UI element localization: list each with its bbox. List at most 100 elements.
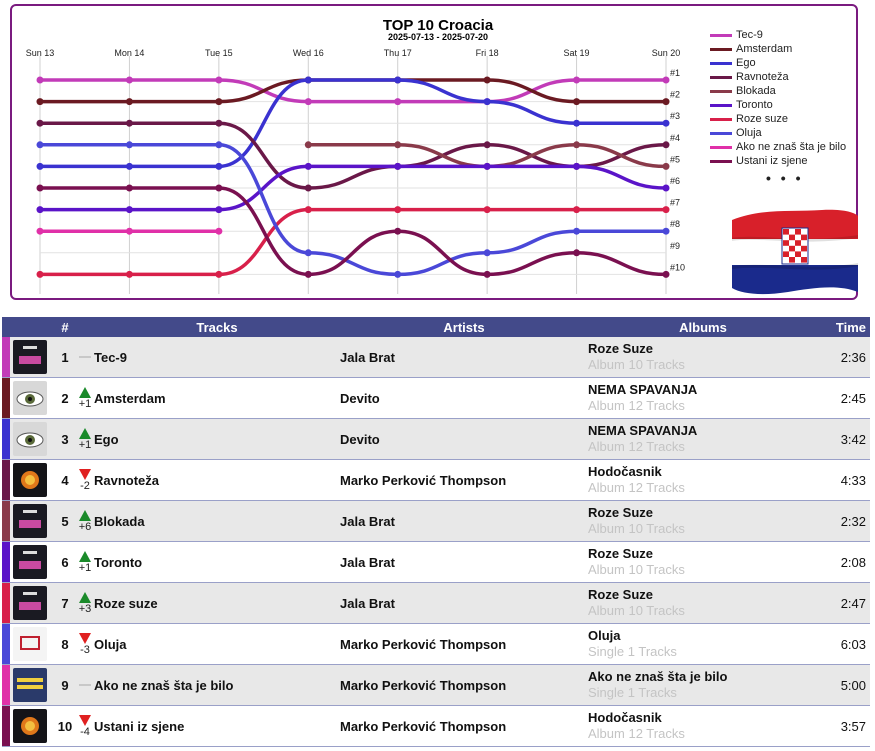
- legend: Tec-9 Amsterdam Ego Ravnoteža Blokada Toronto…: [710, 28, 846, 186]
- album-name[interactable]: Hodočasnik: [588, 464, 662, 479]
- album-name[interactable]: Ako ne znaš šta je bilo: [588, 669, 728, 684]
- legend-swatch: [710, 145, 732, 149]
- artist-name[interactable]: Devito: [340, 418, 588, 460]
- track-name[interactable]: Ego: [94, 418, 340, 460]
- album-cover[interactable]: [13, 668, 47, 702]
- table-row[interactable]: 2 +1 Amsterdam Devito NEMA SPAVANJA Album 12 …: [2, 377, 870, 419]
- rank-change: [76, 664, 94, 706]
- legend-label: Ako ne znaš šta je bilo: [736, 141, 847, 153]
- track-name[interactable]: Blokada: [94, 500, 340, 542]
- legend-more: • • •: [766, 170, 804, 186]
- header-rank: #: [54, 317, 76, 337]
- album-cover[interactable]: [13, 504, 47, 538]
- track-name[interactable]: Amsterdam: [94, 377, 340, 419]
- series-line: [38, 78, 668, 104]
- rank-number: 1: [54, 337, 76, 378]
- album-name[interactable]: NEMA SPAVANJA: [588, 423, 698, 438]
- x-tick-label: Fri 18: [476, 48, 499, 58]
- rank-change: +1: [76, 377, 94, 419]
- legend-swatch: [710, 89, 732, 93]
- rank-label: #1: [670, 68, 680, 78]
- table-row[interactable]: 8 -3 Oluja Marko Perković Thompson Oluja Sing…: [2, 623, 870, 665]
- table-row[interactable]: 10 -4 Ustani iz sjene Marko Perković Thomps…: [2, 705, 870, 747]
- album-cover[interactable]: [13, 463, 47, 497]
- rank-change-value: +6: [78, 520, 92, 533]
- artist-name[interactable]: Marko Perković Thompson: [340, 623, 588, 665]
- album-cover[interactable]: [13, 340, 47, 374]
- data-point: [662, 76, 670, 84]
- data-point: [483, 76, 491, 84]
- album-cell: Hodočasnik Album 12 Tracks: [588, 459, 818, 501]
- data-point: [36, 76, 44, 84]
- arrow-up-icon: [79, 591, 91, 603]
- table-row[interactable]: 4 -2 Ravnoteža Marko Perković Thompson Hodoč…: [2, 459, 870, 501]
- rank-label: #10: [670, 262, 685, 272]
- artist-name[interactable]: Marko Perković Thompson: [340, 664, 588, 706]
- legend-label: Blokada: [736, 85, 776, 97]
- album-type: Single 1 Tracks: [588, 644, 677, 659]
- album-name[interactable]: Roze Suze: [588, 587, 654, 602]
- rank-change-value: +1: [78, 438, 92, 451]
- artist-name[interactable]: Marko Perković Thompson: [340, 459, 588, 501]
- rank-change-value: -2: [80, 479, 90, 492]
- album-cover[interactable]: [13, 422, 47, 456]
- album-cover[interactable]: [13, 586, 47, 620]
- rank-label: #5: [670, 154, 680, 164]
- artist-name[interactable]: Devito: [340, 377, 588, 419]
- data-point: [304, 270, 312, 278]
- album-cover[interactable]: [13, 545, 47, 579]
- track-name[interactable]: Ravnoteža: [94, 459, 340, 501]
- legend-swatch: [710, 159, 732, 163]
- data-point: [573, 119, 581, 127]
- artist-name[interactable]: Jala Brat: [340, 337, 588, 378]
- album-name[interactable]: Roze Suze: [588, 546, 654, 561]
- table-row[interactable]: 9 Ako ne znaš šta je bilo Marko Perković T…: [2, 664, 870, 706]
- album-cover[interactable]: [13, 381, 47, 415]
- album-cell: Roze Suze Album 10 Tracks: [588, 582, 818, 624]
- album-type: Album 12 Tracks: [588, 398, 685, 413]
- rank-change: -4: [76, 705, 94, 747]
- track-name[interactable]: Roze suze: [94, 582, 340, 624]
- table-row[interactable]: 5 +6 Blokada Jala Brat Roze Suze Album 10 Tra…: [2, 500, 870, 542]
- track-name[interactable]: Toronto: [94, 541, 340, 583]
- data-point: [215, 76, 223, 84]
- rank-number: 4: [54, 459, 76, 501]
- artist-name[interactable]: Marko Perković Thompson: [340, 705, 588, 747]
- data-point: [125, 227, 133, 235]
- legend-item: Blokada: [710, 84, 846, 98]
- table-row[interactable]: 3 +1 Ego Devito NEMA SPAVANJA Album 12 Tracks…: [2, 418, 870, 460]
- track-name[interactable]: Oluja: [94, 623, 340, 665]
- artist-name[interactable]: Jala Brat: [340, 500, 588, 542]
- album-cover[interactable]: [13, 709, 47, 743]
- data-point: [662, 98, 670, 106]
- album-name[interactable]: Roze Suze: [588, 341, 654, 356]
- table-row[interactable]: 6 +1 Toronto Jala Brat Roze Suze Album 10 Tra…: [2, 541, 870, 583]
- album-name[interactable]: Oluja: [588, 628, 621, 643]
- legend-label: Toronto: [736, 99, 773, 111]
- x-tick-label: Sun 20: [652, 48, 681, 58]
- data-point: [662, 184, 670, 192]
- artist-name[interactable]: Jala Brat: [340, 541, 588, 583]
- data-point: [36, 270, 44, 278]
- album-name[interactable]: Hodočasnik: [588, 710, 662, 725]
- album-name[interactable]: Roze Suze: [588, 505, 654, 520]
- track-duration: 2:08: [818, 541, 870, 583]
- series-line: [38, 164, 668, 212]
- data-point: [215, 162, 223, 170]
- track-name[interactable]: Ako ne znaš šta je bilo: [94, 664, 340, 706]
- row-color-stripe: [2, 500, 10, 542]
- album-cover[interactable]: [13, 627, 47, 661]
- data-point: [125, 98, 133, 106]
- rank-label: #4: [670, 133, 680, 143]
- album-cell: NEMA SPAVANJA Album 12 Tracks: [588, 377, 818, 419]
- table-row[interactable]: 7 +3 Roze suze Jala Brat Roze Suze Album 10 T…: [2, 582, 870, 624]
- artist-name[interactable]: Jala Brat: [340, 582, 588, 624]
- album-name[interactable]: NEMA SPAVANJA: [588, 382, 698, 397]
- series-10: [36, 184, 670, 278]
- rank-number: 6: [54, 541, 76, 583]
- track-name[interactable]: Ustani iz sjene: [94, 705, 340, 747]
- track-name[interactable]: Tec-9: [94, 337, 340, 378]
- table-row[interactable]: 1 Tec-9 Jala Brat Roze Suze Album 10 Tracks 2…: [2, 337, 870, 378]
- data-point: [304, 249, 312, 257]
